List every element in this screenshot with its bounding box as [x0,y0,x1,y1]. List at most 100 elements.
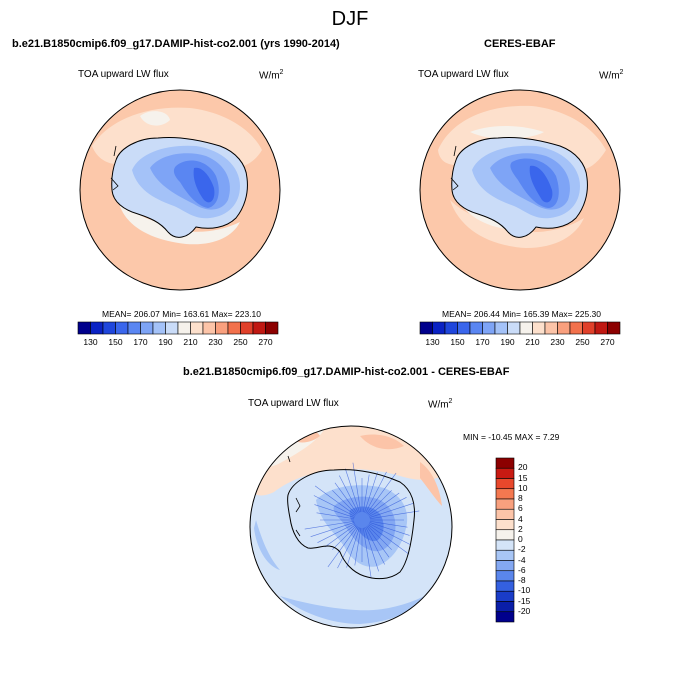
panel-diff-colorbar-box [495,508,515,520]
panel-diff-streak [368,524,410,555]
panel-diff-colorbar-tick: 6 [518,503,523,514]
panel-diff-colorbar-box [495,560,515,572]
panel-obs-colorbar-tick: 270 [600,337,615,347]
panel-diff-colorbar-tick: 15 [518,472,528,483]
panel-diff-streak [366,472,397,514]
panel-diff-streak [314,485,356,516]
panel-diff-colorbar-tick: -8 [518,575,526,585]
panel-obs-units-exp: 2 [619,69,624,76]
panel-model-colorbar-box [265,321,279,335]
panel-diff-streak [369,503,414,518]
panel-diff-stats: MIN = -10.45 MAX = 7.29 [463,432,560,442]
panel-diff-colorbar-tick: -15 [518,595,531,606]
panel-model-colorbar-tick: 210 [183,337,198,347]
panel-diff-colorbar-box [495,529,515,541]
panel-model-title: b.e21.B1850cmip6.f09_g17.DAMIP-hist-co2.… [12,38,340,50]
panel-diff-streak [368,497,407,517]
panel-obs-units: W/m2 [599,69,623,81]
panel-diff-streaks [304,462,420,578]
panel-obs-colorbar-tick: 170 [475,337,490,347]
panel-model-units: W/m2 [259,69,283,81]
panel-obs-colorbar-tick: 250 [575,337,590,347]
panel-diff-streak [332,490,357,515]
panel-diff-colorbar-tick: 20 [518,462,528,473]
panel-diff-streak [310,522,355,537]
panel-diff-streak [337,526,359,569]
panel-diff-streak [368,492,400,516]
panel-model-colorbar-tick: 190 [158,337,173,347]
panel-obs-colorbar-tick: 230 [550,337,565,347]
panel-diff-streak [362,474,370,513]
panel-diff-streak [367,525,392,550]
panel-obs-colorbar-box [607,321,621,335]
panel-obs-colorbar-tick: 190 [500,337,515,347]
panel-diff-streak [369,520,408,528]
panel-diff-field [250,426,452,628]
panel-diff-units-base: W/m [428,399,449,411]
panel-model-units-base: W/m [259,70,280,82]
panel-model-stats: MEAN= 206.07 Min= 163.61 Max= 223.10 [102,309,262,319]
panel-model-colorbar-tick: 270 [258,337,273,347]
panel-diff-streak [332,525,357,550]
panel-diff-streak [304,520,355,530]
panel-diff-colorbar-box [495,580,515,592]
panel-diff-streak [365,471,387,514]
panel-diff-streak [369,510,420,520]
panel-diff-streak [364,527,379,572]
panel-diff-colorbar-box [495,488,515,500]
panel-diff-colorbar-box [495,498,515,510]
panel-diff-streak [317,523,356,543]
panel-diff-variable: TOA upward LW flux [248,398,339,409]
panel-diff-streak [327,526,358,568]
panel-diff-colorbar-tick: 10 [518,482,528,493]
panel-diff-colorbar-tick: -20 [518,605,531,616]
panel-diff-streak [339,475,359,514]
figure-title: DJF [331,8,369,30]
panel-diff-colorbar-box [495,478,515,490]
panel-model-colorbar-tick: 170 [133,337,148,347]
panel-model-units-exp: 2 [279,69,284,76]
panel-diff-streak [313,495,356,517]
panel-diff-colorbar-box [495,519,515,531]
panel-model-colorbar-tick: 230 [208,337,223,347]
panel-model-colorbar-tick: 150 [108,337,123,347]
panel-diff-streak [334,482,358,514]
panel-diff-units-exp: 2 [448,398,453,405]
panel-diff-colorbar-box [495,539,515,551]
panel-diff-streak [345,468,360,513]
panel-diff-streak [365,526,385,565]
panel-diff-streak [364,472,378,513]
panel-diff-streak [368,523,411,545]
panel-diff-streak [367,490,392,515]
panel-diff-streak [324,524,356,548]
panel-model-variable: TOA upward LW flux [78,69,169,80]
panel-diff-colorbar-tick: -6 [518,564,526,575]
panel-diff-streak [314,504,355,518]
panel-diff-colorbar-tick: -10 [518,585,531,596]
panel-diff-colorbar [495,457,515,623]
panel-diff-streak [352,462,362,513]
panel-diff-colorbar-tick: 0 [518,534,523,544]
panel-obs-colorbar-tick: 150 [450,337,465,347]
panel-diff-colorbar-box [495,549,515,561]
panel-model-colorbar-tick: 250 [233,337,248,347]
panel-diff-colorbar-box [495,590,515,602]
panel-obs-units-base: W/m [599,70,620,82]
panel-diff-colorbar-box [495,601,515,613]
panel-diff-streak [362,527,372,578]
panel-obs-colorbar-tick: 210 [525,337,540,347]
panel-model-field [80,90,280,290]
panel-diff-colorbar-tick: -2 [518,544,526,555]
panel-model-colorbar-tick: 130 [83,337,98,347]
panel-obs-title: CERES-EBAF [484,38,556,50]
panel-diff-units: W/m2 [428,398,452,410]
panel-diff-streak [346,527,360,568]
panel-diff-streak [316,512,355,520]
panel-diff-title: b.e21.B1850cmip6.f09_g17.DAMIP-hist-co2.… [183,366,510,378]
panel-diff-colorbar-tick: -4 [518,554,526,565]
panel-diff-colorbar-box [495,467,515,479]
panel-diff-colorbar-tick: 4 [518,513,523,524]
